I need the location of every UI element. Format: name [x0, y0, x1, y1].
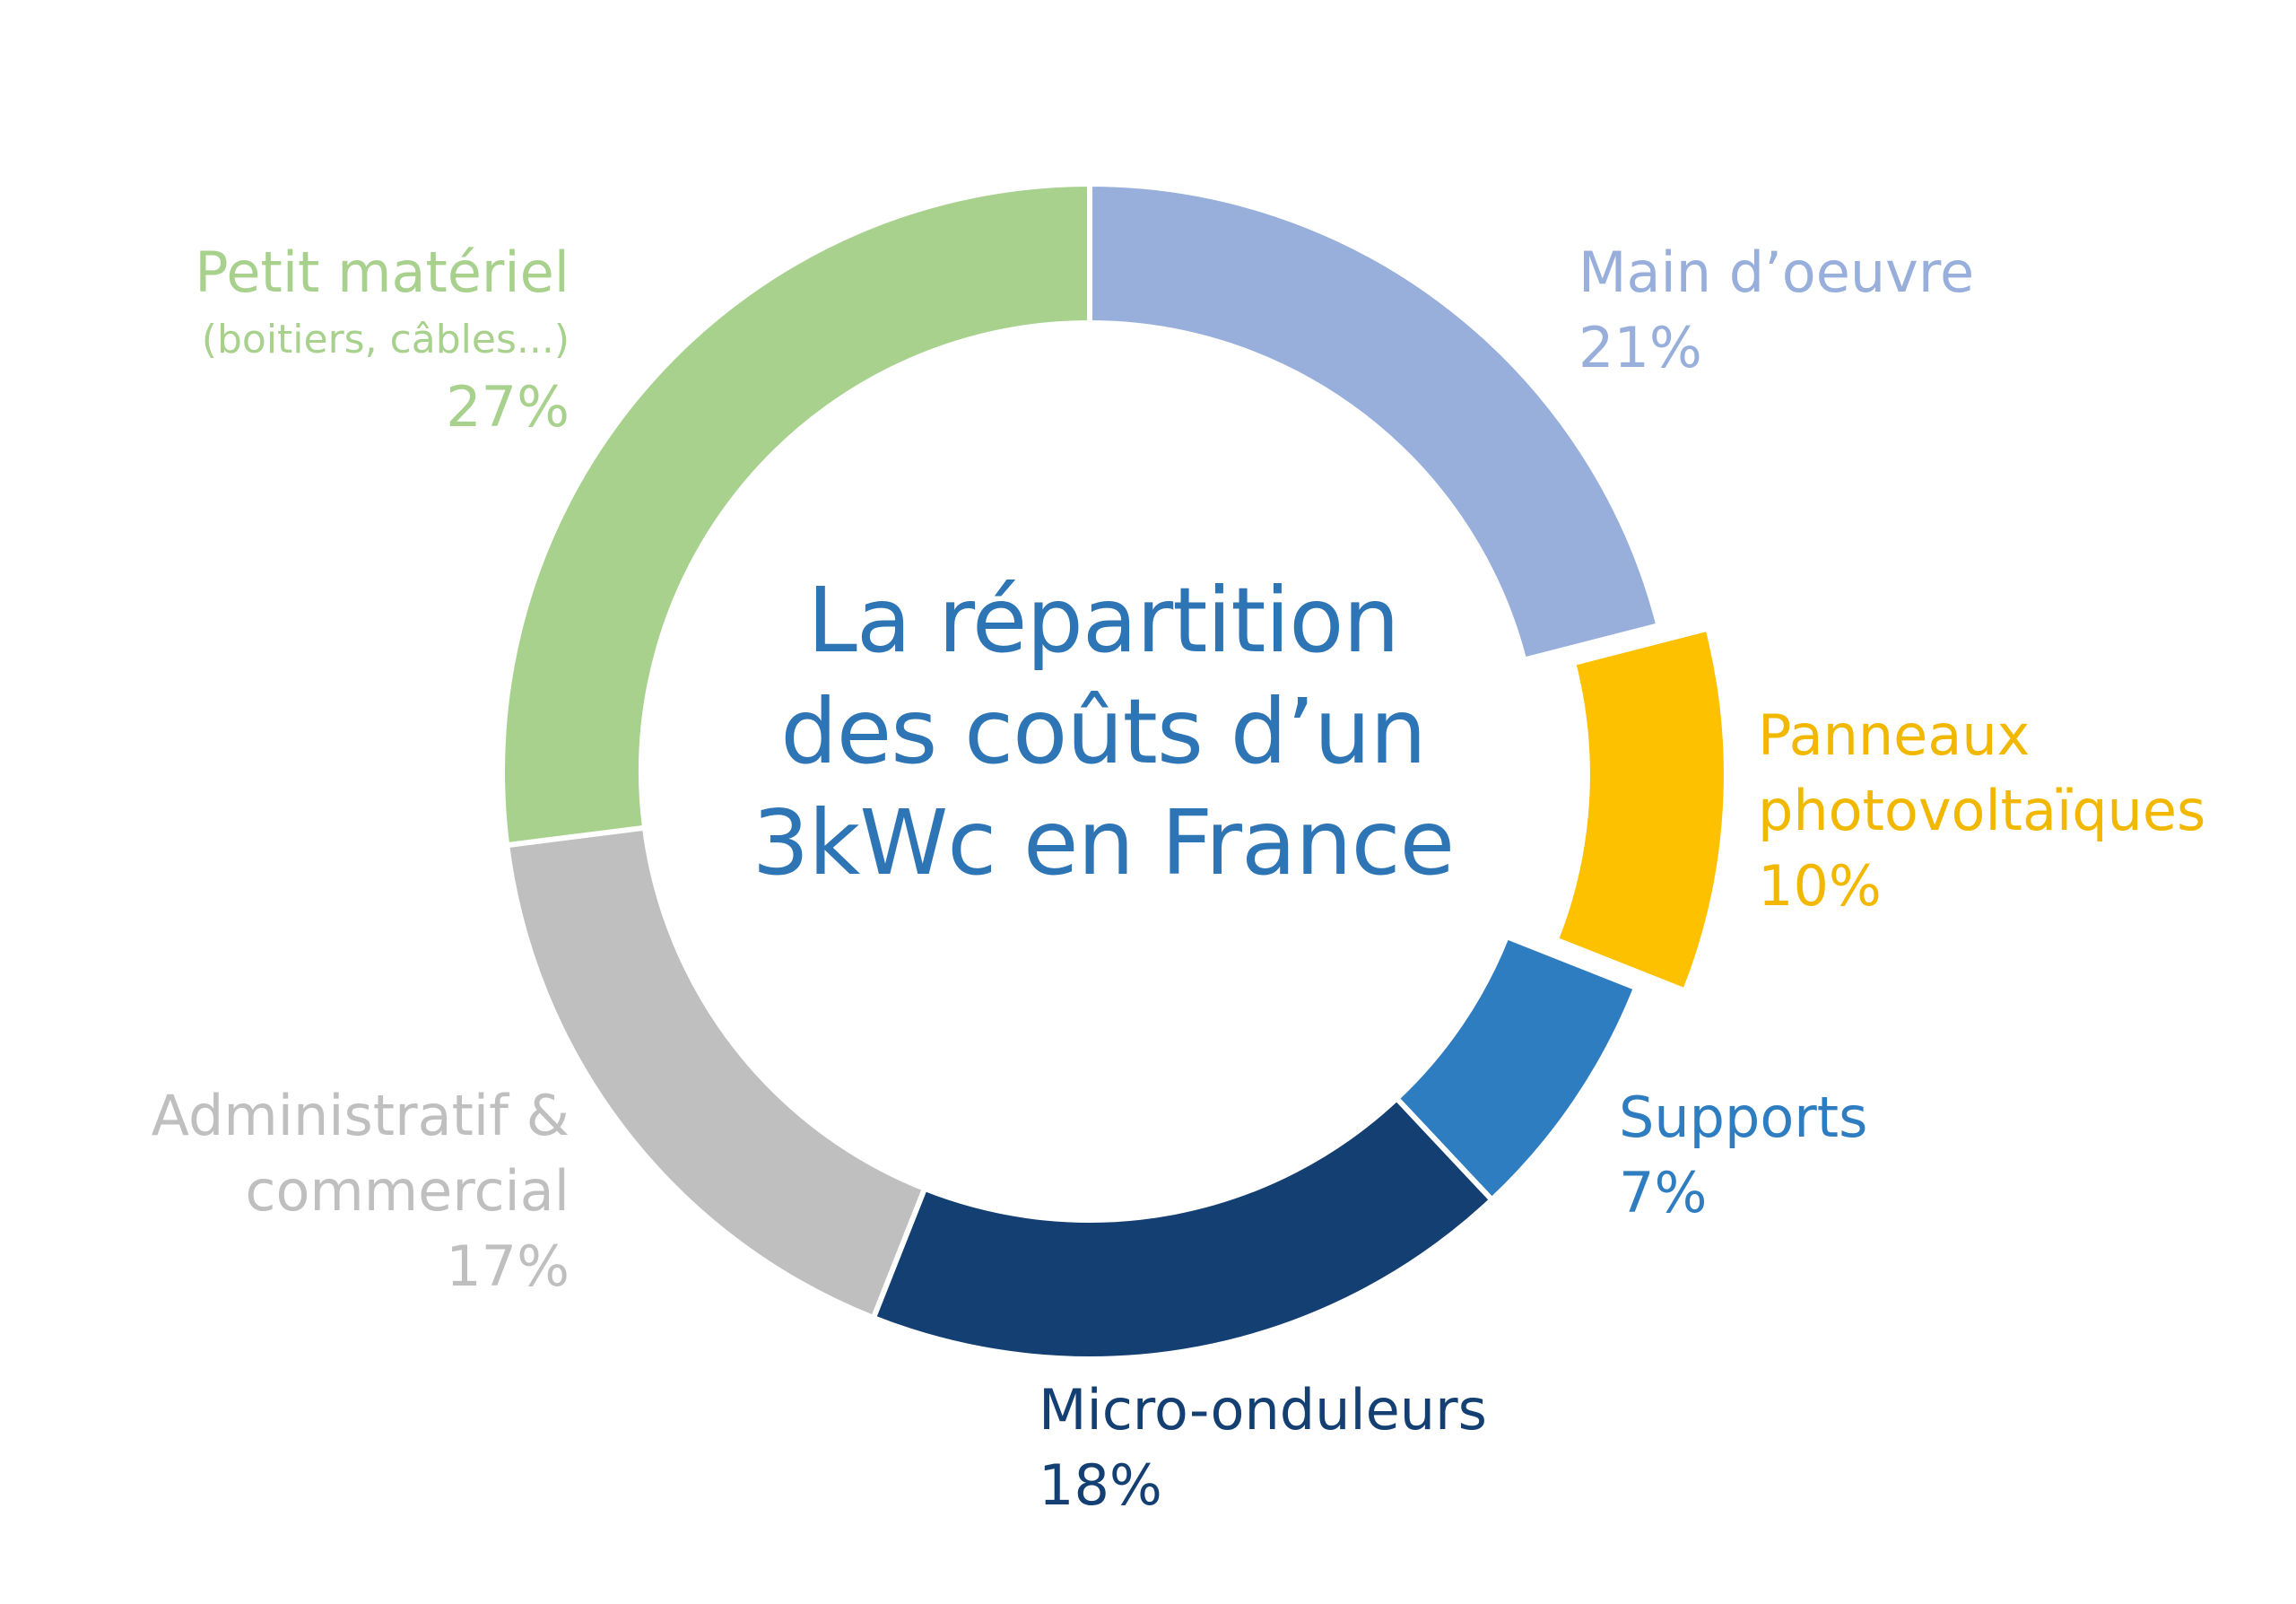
- chart-title-line-1: La répartition: [807, 568, 1400, 673]
- chart-title-line-3: 3kWc en France: [752, 790, 1455, 895]
- slice-panneaux: [1552, 624, 1729, 995]
- chart-title: La répartition des coûts d’un 3kWc en Fr…: [700, 565, 1507, 899]
- slice-percent: 21%: [1578, 315, 1702, 380]
- chart-title-line-2: des coûts d’un: [780, 679, 1427, 784]
- slice-percent: 27%: [446, 374, 570, 440]
- slice-percent: 7%: [1619, 1160, 1708, 1225]
- slice-label-text: Administratif &: [151, 1083, 570, 1148]
- slice-main-oeuvre: [1087, 180, 1663, 664]
- slice-percent: 10%: [1758, 853, 1882, 919]
- slice-label-main-oeuvre: Main d’oeuvre 21%: [1578, 235, 1974, 386]
- slice-label-text: Petit matériel: [195, 240, 570, 305]
- slice-label-text: commercial: [245, 1158, 570, 1224]
- slice-label-text: Main d’oeuvre: [1578, 240, 1975, 305]
- slice-label-panneaux: Panneaux photovoltaïques 10%: [1758, 698, 2205, 924]
- slice-label-supports: Supports 7%: [1619, 1080, 1867, 1231]
- slice-percent: 18%: [1039, 1452, 1162, 1518]
- slice-label-administratif: Administratif & commercial 17%: [152, 1078, 570, 1304]
- slice-label-text: photovoltaïques: [1758, 778, 2206, 843]
- slice-administratif: [503, 824, 928, 1321]
- slice-petit-materiel: [500, 180, 1092, 849]
- slice-label-text: Panneaux: [1758, 702, 2031, 768]
- slice-sublabel: (boitiers, câbles...): [201, 317, 570, 362]
- slice-label-micro-onduleurs: Micro-onduleurs 18%: [1039, 1373, 1487, 1523]
- slice-micro-onduleurs: [869, 1094, 1496, 1362]
- slice-label-petit-materiel: Petit matériel (boitiers, câbles...) 27%: [195, 235, 570, 445]
- slice-percent: 17%: [446, 1234, 570, 1299]
- slice-label-text: Micro-onduleurs: [1039, 1377, 1487, 1443]
- slice-label-text: Supports: [1619, 1085, 1868, 1150]
